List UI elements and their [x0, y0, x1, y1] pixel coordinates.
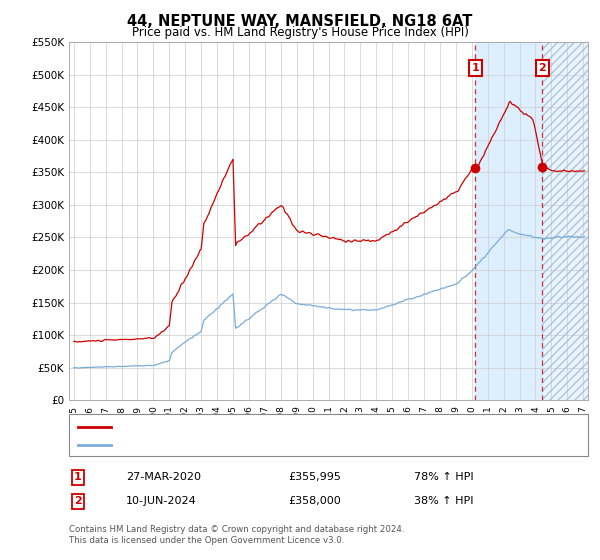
- Text: 10-JUN-2024: 10-JUN-2024: [126, 496, 197, 506]
- Text: £355,995: £355,995: [288, 472, 341, 482]
- Bar: [542, 42, 588, 400]
- Text: 44, NEPTUNE WAY, MANSFIELD, NG18 6AT (detached house): 44, NEPTUNE WAY, MANSFIELD, NG18 6AT (de…: [117, 422, 430, 432]
- Text: £358,000: £358,000: [288, 496, 341, 506]
- Text: 1: 1: [74, 472, 82, 482]
- Text: 44, NEPTUNE WAY, MANSFIELD, NG18 6AT: 44, NEPTUNE WAY, MANSFIELD, NG18 6AT: [127, 14, 473, 29]
- Bar: [475, 42, 542, 400]
- Text: HPI: Average price, detached house, Mansfield: HPI: Average price, detached house, Mans…: [117, 440, 360, 450]
- Text: Contains HM Land Registry data © Crown copyright and database right 2024.
This d: Contains HM Land Registry data © Crown c…: [69, 525, 404, 545]
- Text: 78% ↑ HPI: 78% ↑ HPI: [414, 472, 473, 482]
- Text: Price paid vs. HM Land Registry's House Price Index (HPI): Price paid vs. HM Land Registry's House …: [131, 26, 469, 39]
- Text: 1: 1: [472, 63, 479, 73]
- Text: 27-MAR-2020: 27-MAR-2020: [126, 472, 201, 482]
- Text: 2: 2: [539, 63, 547, 73]
- Bar: [542, 42, 588, 400]
- Text: 2: 2: [74, 496, 82, 506]
- Text: 38% ↑ HPI: 38% ↑ HPI: [414, 496, 473, 506]
